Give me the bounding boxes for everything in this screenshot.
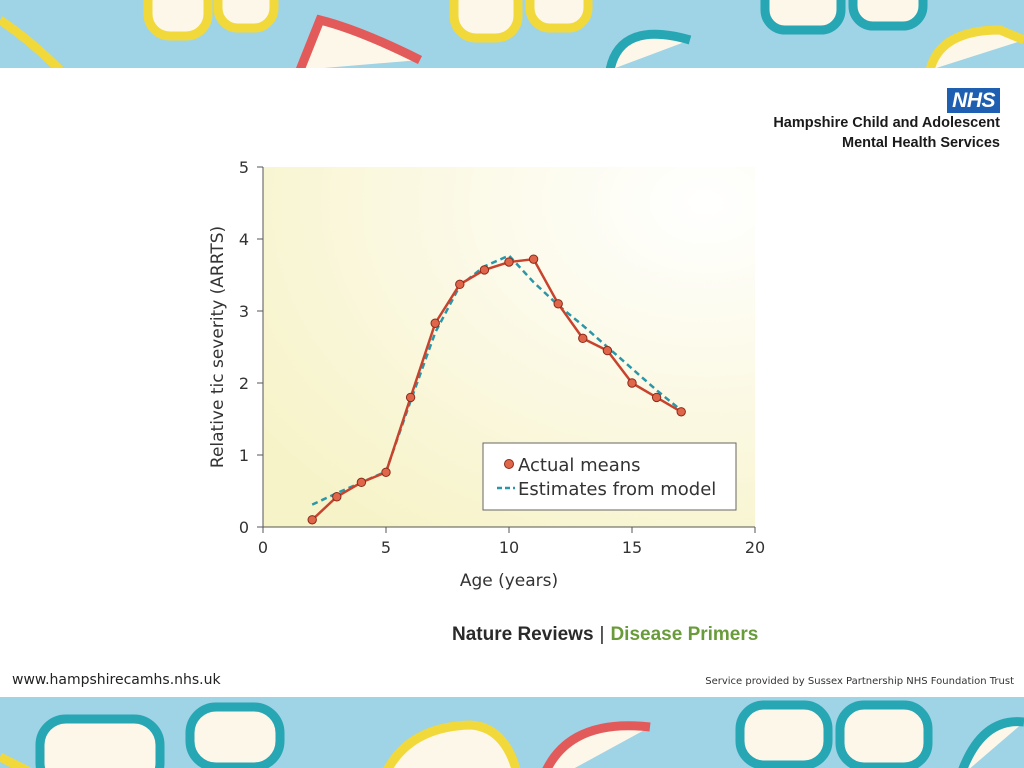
legend-label-estimates: Estimates from model xyxy=(518,479,716,500)
data-point-actual-means xyxy=(651,392,662,403)
teal-glasses-icon xyxy=(605,0,928,68)
publisher-name: Nature Reviews xyxy=(452,624,594,645)
x-tick-label: 10 xyxy=(499,538,519,557)
series-line-estimates-from-model xyxy=(311,254,682,506)
footer-note: Service provided by Sussex Partnership N… xyxy=(705,676,1014,687)
y-tick-label: 1 xyxy=(239,446,249,465)
org-name-line2: Mental Health Services xyxy=(842,135,1000,151)
yellow-glasses-icon xyxy=(143,0,279,41)
chart-svg: 0 1 2 3 4 5 0 5 10 15 20 Actual means Estimates fro… xyxy=(208,158,765,591)
org-name-line1: Hampshire Child and Adolescent xyxy=(773,115,1000,131)
red-glasses-icon xyxy=(295,14,423,68)
x-tick-label: 0 xyxy=(258,538,268,557)
data-point-actual-means xyxy=(602,345,613,356)
red-glasses-icon xyxy=(542,721,651,768)
glasses-pattern-top xyxy=(0,0,1024,68)
data-point-actual-means xyxy=(455,279,465,290)
x-axis-label: Age (years) xyxy=(460,571,558,591)
x-tick-label: 15 xyxy=(622,538,642,557)
data-point-actual-means xyxy=(528,254,539,264)
teal-glasses-icon xyxy=(958,717,1024,768)
glasses-pattern-bottom xyxy=(0,700,1024,768)
credit-separator: | xyxy=(599,624,605,645)
yellow-glasses-icon xyxy=(0,720,521,768)
y-tick-label: 0 xyxy=(239,518,249,537)
x-tick-label: 5 xyxy=(381,538,391,557)
nhs-header: NHS Hampshire Child and Adolescent Menta… xyxy=(773,88,1000,153)
data-point-actual-means xyxy=(307,515,317,525)
tic-severity-chart: 0 1 2 3 4 5 0 5 10 15 20 Actual means Estimates fro… xyxy=(200,150,780,600)
legend-marker-actual-means xyxy=(504,459,514,469)
data-point-actual-means xyxy=(553,299,563,309)
data-point-actual-means xyxy=(479,265,490,275)
x-tick-label: 20 xyxy=(745,538,765,557)
data-point-actual-means xyxy=(578,333,588,344)
y-tick-label: 5 xyxy=(239,158,249,177)
y-tick-label: 3 xyxy=(239,302,249,321)
top-banner xyxy=(0,0,1024,68)
data-point-actual-means xyxy=(504,257,514,267)
data-point-actual-means xyxy=(356,477,367,488)
bottom-banner xyxy=(0,697,1024,768)
series-line-actual-means xyxy=(311,257,682,521)
yellow-glasses-icon xyxy=(0,16,64,68)
series-name: Disease Primers xyxy=(610,624,759,645)
data-point-actual-means xyxy=(676,407,686,417)
chart-legend: Actual means Estimates from model xyxy=(482,442,737,511)
y-tick-label: 2 xyxy=(239,374,249,393)
figure-credit: Nature Reviews | Disease Primers xyxy=(452,624,758,646)
yellow-glasses-icon xyxy=(925,25,1024,68)
data-point-actual-means xyxy=(332,492,342,502)
y-axis-label: Relative tic severity (ARRTS) xyxy=(208,226,228,468)
teal-glasses-icon xyxy=(35,700,933,768)
legend-box xyxy=(482,442,737,511)
yellow-glasses-icon xyxy=(449,0,593,43)
footer-url: www.hampshirecamhs.nhs.uk xyxy=(12,672,221,688)
y-tick-label: 4 xyxy=(239,230,249,249)
data-point-actual-means xyxy=(405,392,416,403)
data-point-actual-means xyxy=(430,318,440,328)
data-point-actual-means xyxy=(627,378,637,388)
legend-label-actual-means: Actual means xyxy=(518,455,641,476)
nhs-logo: NHS xyxy=(947,88,1000,113)
data-point-actual-means xyxy=(381,467,391,477)
